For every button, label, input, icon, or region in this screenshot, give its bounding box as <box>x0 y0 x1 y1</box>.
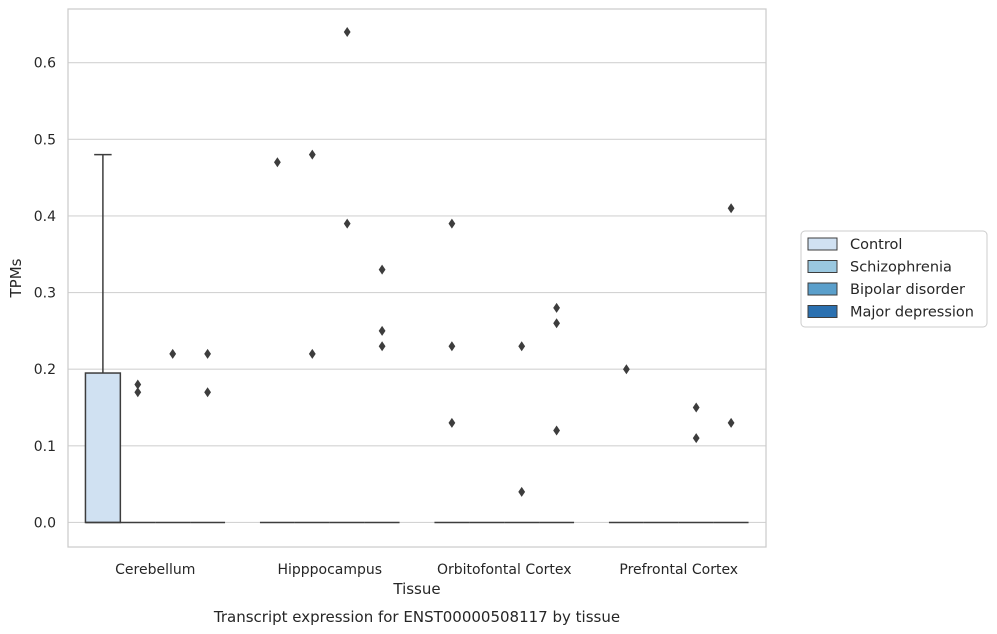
legend-item: Bipolar disorder <box>807 282 965 298</box>
outlier-point <box>204 348 211 359</box>
y-tick-label: 0.6 <box>34 56 56 72</box>
legend-swatch <box>807 282 838 296</box>
outlier-point <box>448 218 456 229</box>
y-axis-ticks: 0.0 0.1 0.2 0.3 0.4 0.5 0.6 <box>34 56 56 532</box>
legend-swatch <box>807 237 838 251</box>
outlier-point <box>727 203 735 214</box>
x-axis-label: Tissue <box>392 580 440 598</box>
x-tick-label: Hipppocampus <box>277 562 382 578</box>
legend-frame <box>800 230 988 328</box>
legend-swatch <box>807 260 838 273</box>
outlier-point <box>378 264 386 275</box>
legend-label: Control <box>850 237 902 253</box>
outlier-point <box>169 348 177 359</box>
chart-caption: Transcript expression for ENST0000050811… <box>213 608 620 626</box>
box-layer <box>84 153 749 524</box>
outlier-point <box>308 348 316 359</box>
outlier-point <box>448 341 456 352</box>
outlier-layer <box>134 26 735 497</box>
outlier-point <box>343 218 351 229</box>
y-tick-label: 0.1 <box>34 439 56 455</box>
legend-item: Major depression <box>807 305 974 321</box>
outlier-point <box>553 425 560 436</box>
y-tick-label: 0.2 <box>34 362 56 378</box>
outlier-point <box>553 302 560 313</box>
y-tick-label: 0.3 <box>34 286 56 302</box>
outlier-point <box>448 417 456 428</box>
outlier-point <box>518 486 526 497</box>
y-tick-label: 0.5 <box>34 132 56 148</box>
x-tick-label: Prefrontal Cortex <box>619 562 738 578</box>
y-tick-label: 0.0 <box>34 515 56 531</box>
y-axis-label: TPMs <box>7 258 25 298</box>
box-0-0 <box>84 153 122 524</box>
outlier-point <box>274 157 281 168</box>
plot-area-frame <box>67 8 767 548</box>
outlier-point <box>204 387 211 398</box>
outlier-point <box>692 402 700 413</box>
grid-lines <box>68 62 766 524</box>
legend-label: Major depression <box>850 305 974 321</box>
outlier-point <box>727 417 735 428</box>
x-tick-label: Orbitofontal Cortex <box>437 562 572 578</box>
legend-item: Schizophrenia <box>807 260 952 276</box>
outlier-point <box>518 341 526 352</box>
x-tick-label: Cerebellum <box>115 562 195 578</box>
outlier-point <box>623 364 630 375</box>
x-axis-ticks: Cerebellum Hipppocampus Orbitofontal Corte… <box>115 562 738 578</box>
legend-label: Schizophrenia <box>850 260 952 276</box>
outlier-point <box>134 387 142 398</box>
legend-item: Control <box>807 237 902 253</box>
outlier-point <box>378 325 386 336</box>
outlier-point <box>134 379 142 390</box>
box-body <box>84 372 122 524</box>
outlier-point <box>343 26 351 37</box>
outlier-point <box>553 318 560 329</box>
outlier-point <box>378 341 386 352</box>
legend-swatch <box>807 305 838 318</box>
y-tick-label: 0.4 <box>34 209 56 225</box>
legend-label: Bipolar disorder <box>850 282 965 298</box>
outlier-point <box>308 149 316 160</box>
outlier-point <box>692 433 700 444</box>
legend: Control Schizophrenia Bipolar disorder Majo… <box>800 230 988 328</box>
